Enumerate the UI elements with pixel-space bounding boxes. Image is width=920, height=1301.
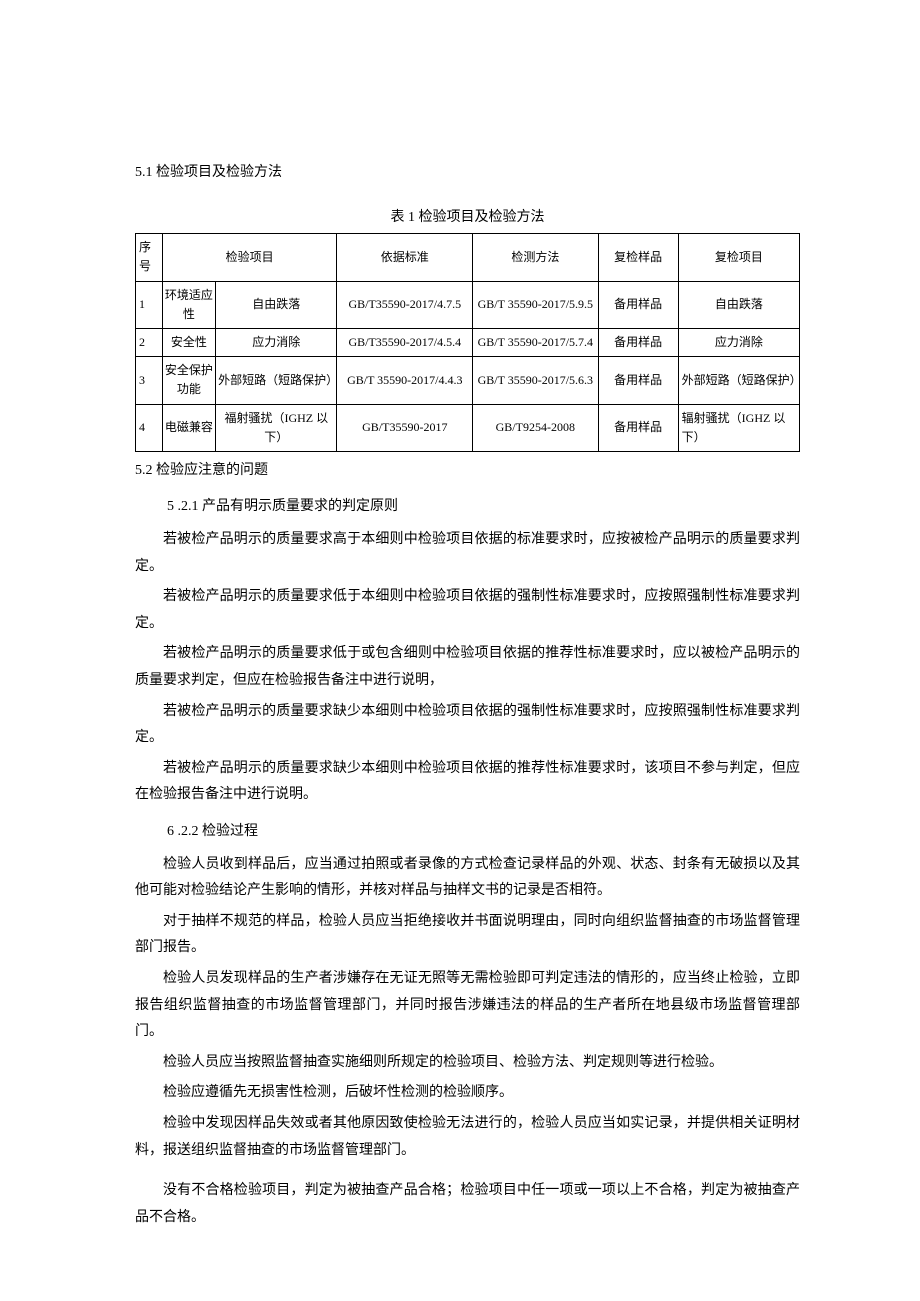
heading-5-1: 5.1 检验项目及检验方法 bbox=[135, 160, 800, 187]
table-row: 3 安全保护功能 外部短路（短路保护） GB/T 35590-2017/4.4.… bbox=[136, 357, 800, 404]
cell-item: 应力消除 bbox=[216, 328, 337, 356]
cell-mtd: GB/T 35590-2017/5.9.5 bbox=[473, 281, 598, 328]
paragraph: 若被检产品明示的质量要求缺少本细则中检验项目依据的强制性标准要求时，应按照强制性… bbox=[135, 699, 800, 752]
cell-mtd: GB/T9254-2008 bbox=[473, 404, 598, 451]
document-page: 5.1 检验项目及检验方法 表 1 检验项目及检验方法 序号 检验项目 依据标准… bbox=[0, 0, 920, 1295]
th-reitem: 复检项目 bbox=[678, 234, 799, 281]
cell-cat: 电磁兼容 bbox=[162, 404, 215, 451]
cell-item: 自由跌落 bbox=[216, 281, 337, 328]
th-standard: 依据标准 bbox=[337, 234, 473, 281]
paragraph: 对于抽样不规范的样品，检验人员应当拒绝接收并书面说明理由，同时向组织监督抽查的市… bbox=[135, 909, 800, 962]
cell-item: 福射骚扰（IGHZ 以下） bbox=[216, 404, 337, 451]
cell-reitem: 辐射骚扰（IGHZ 以下） bbox=[678, 404, 799, 451]
cell-seq: 1 bbox=[136, 281, 163, 328]
cell-reitem: 应力消除 bbox=[678, 328, 799, 356]
cell-std: GB/T35590-2017 bbox=[337, 404, 473, 451]
cell-mtd: GB/T 35590-2017/5.7.4 bbox=[473, 328, 598, 356]
cell-seq: 3 bbox=[136, 357, 163, 404]
cell-cat: 安全性 bbox=[162, 328, 215, 356]
heading-5-2: 5.2 检验应注意的问题 bbox=[135, 458, 800, 485]
table-row: 1 环境适应性 自由跌落 GB/T35590-2017/4.7.5 GB/T 3… bbox=[136, 281, 800, 328]
paragraph: 检验中发现因样品失效或者其他原因致使检验无法进行的，检验人员应当如实记录，并提供… bbox=[135, 1111, 800, 1164]
cell-std: GB/T 35590-2017/4.4.3 bbox=[337, 357, 473, 404]
cell-seq: 2 bbox=[136, 328, 163, 356]
cell-resample: 备用样品 bbox=[598, 281, 678, 328]
cell-mtd: GB/T 35590-2017/5.6.3 bbox=[473, 357, 598, 404]
th-method: 检测方法 bbox=[473, 234, 598, 281]
heading-5-2-1: 5 .2.1 产品有明示质量要求的判定原则 bbox=[167, 494, 800, 521]
cell-reitem: 外部短路（短路保护） bbox=[678, 357, 799, 404]
table-row: 4 电磁兼容 福射骚扰（IGHZ 以下） GB/T35590-2017 GB/T… bbox=[136, 404, 800, 451]
table-caption: 表 1 检验项目及检验方法 bbox=[135, 205, 800, 232]
cell-resample: 备用样品 bbox=[598, 328, 678, 356]
paragraph: 检验人员发现样品的生产者涉嫌存在无证无照等无需检验即可判定违法的情形的，应当终止… bbox=[135, 966, 800, 1046]
heading-6-2-2: 6 .2.2 检验过程 bbox=[167, 819, 800, 846]
th-resample: 复检样品 bbox=[598, 234, 678, 281]
th-item: 检验项目 bbox=[162, 234, 337, 281]
cell-cat: 环境适应性 bbox=[162, 281, 215, 328]
paragraph: 检验应遵循先无损害性检测，后破坏性检测的检验顺序。 bbox=[135, 1080, 800, 1107]
paragraph-final: 没有不合格检验项目，判定为被抽查产品合格；检验项目中任一项或一项以上不合格，判定… bbox=[135, 1178, 800, 1231]
cell-resample: 备用样品 bbox=[598, 357, 678, 404]
paragraph: 若被检产品明示的质量要求高于本细则中检验项目依据的标准要求时，应按被检产品明示的… bbox=[135, 527, 800, 580]
table-header-row: 序号 检验项目 依据标准 检测方法 复检样品 复检项目 bbox=[136, 234, 800, 281]
cell-cat: 安全保护功能 bbox=[162, 357, 215, 404]
cell-item: 外部短路（短路保护） bbox=[216, 357, 337, 404]
paragraph: 检验人员收到样品后，应当通过拍照或者录像的方式检查记录样品的外观、状态、封条有无… bbox=[135, 852, 800, 905]
th-seq: 序号 bbox=[136, 234, 163, 281]
paragraph: 若被检产品明示的质量要求低于本细则中检验项目依据的强制性标准要求时，应按照强制性… bbox=[135, 584, 800, 637]
cell-resample: 备用样品 bbox=[598, 404, 678, 451]
paragraph: 若被检产品明示的质量要求低于或包含细则中检验项目依据的推荐性标准要求时，应以被检… bbox=[135, 641, 800, 694]
paragraph: 若被检产品明示的质量要求缺少本细则中检验项目依据的推荐性标准要求时，该项目不参与… bbox=[135, 756, 800, 809]
table-row: 2 安全性 应力消除 GB/T35590-2017/4.5.4 GB/T 355… bbox=[136, 328, 800, 356]
inspection-table: 序号 检验项目 依据标准 检测方法 复检样品 复检项目 1 环境适应性 自由跌落… bbox=[135, 233, 800, 452]
cell-std: GB/T35590-2017/4.7.5 bbox=[337, 281, 473, 328]
cell-seq: 4 bbox=[136, 404, 163, 451]
paragraph: 检验人员应当按照监督抽查实施细则所规定的检验项目、检验方法、判定规则等进行检验。 bbox=[135, 1050, 800, 1077]
cell-std: GB/T35590-2017/4.5.4 bbox=[337, 328, 473, 356]
cell-reitem: 自由跌落 bbox=[678, 281, 799, 328]
